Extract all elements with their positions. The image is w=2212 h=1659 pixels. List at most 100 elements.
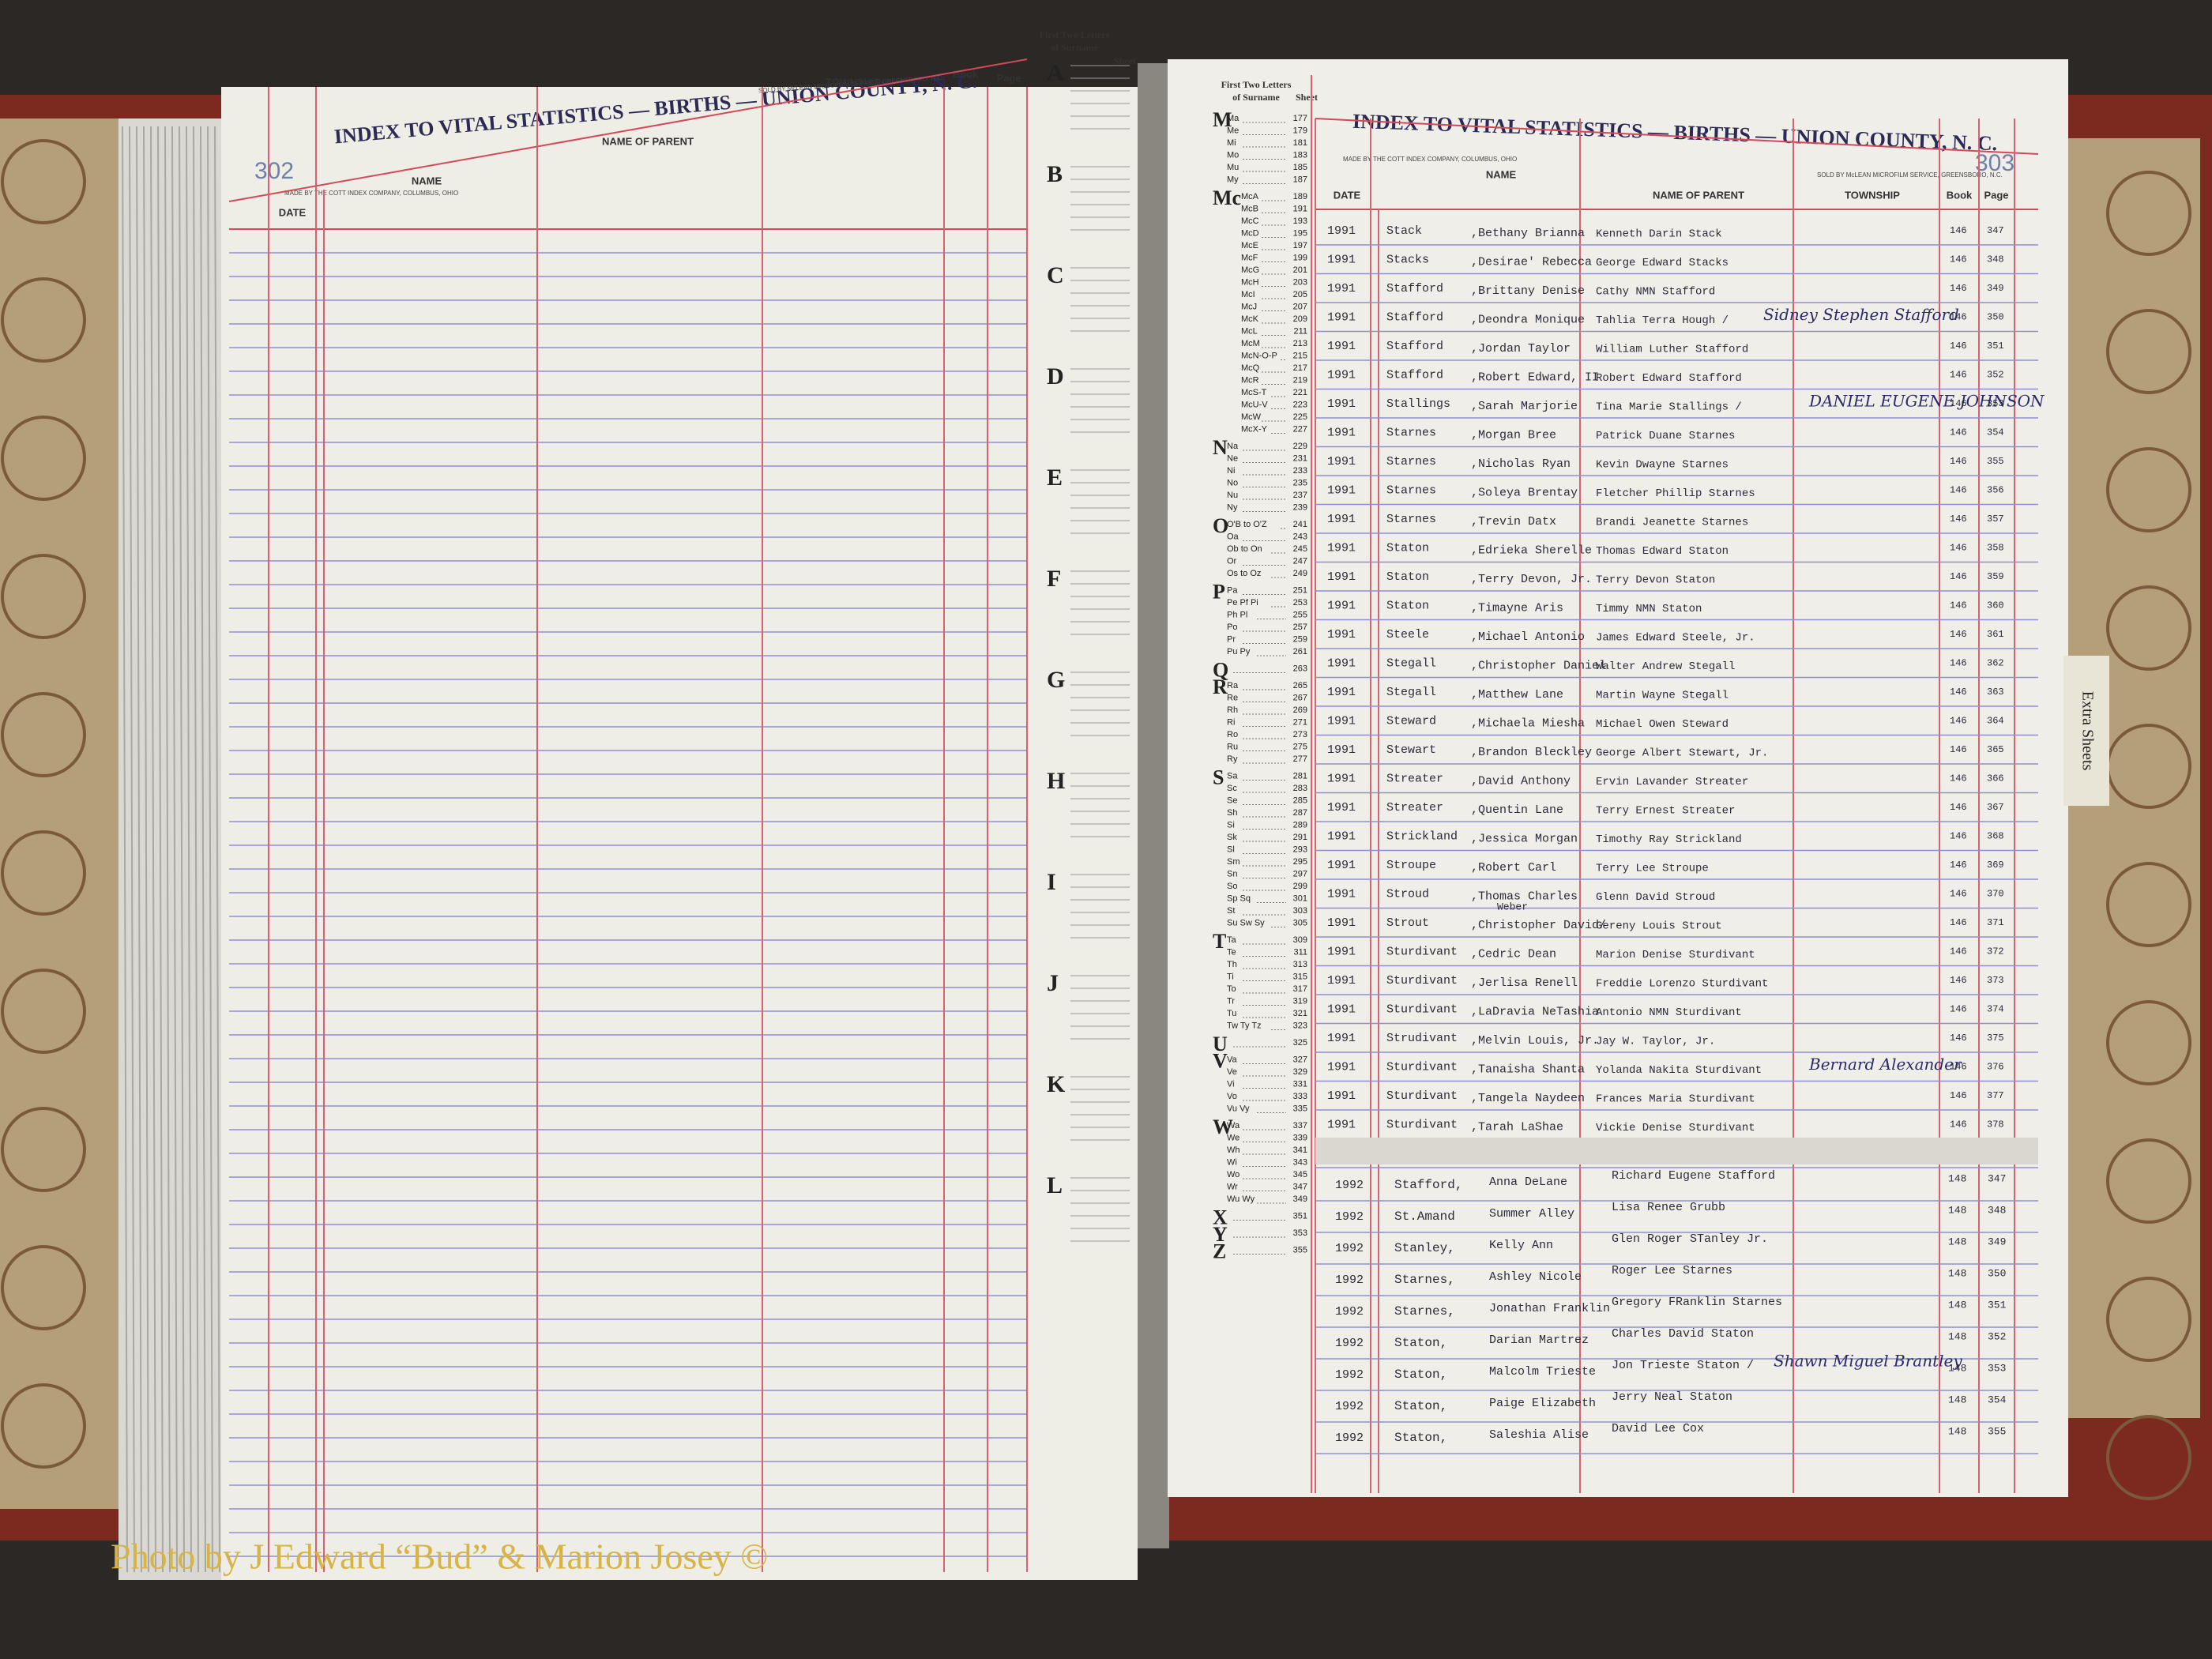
index-sheet: 355 bbox=[1293, 1245, 1307, 1255]
index-code: Os to Oz bbox=[1227, 569, 1261, 578]
index-code: Sa bbox=[1227, 771, 1238, 781]
surname: Strout bbox=[1386, 916, 1429, 930]
given-name: ,Michaela Miesha bbox=[1471, 717, 1585, 730]
page-edge bbox=[143, 126, 149, 1573]
index-sheet: 281 bbox=[1293, 771, 1307, 781]
parent: James Edward Steele, Jr. bbox=[1596, 632, 1755, 645]
index-sheet: 349 bbox=[1293, 1194, 1307, 1204]
given-name: ,Desirae' Rebecca bbox=[1471, 255, 1592, 269]
parent: Vickie Denise Sturdivant bbox=[1596, 1122, 1755, 1134]
year: 1992 bbox=[1335, 1305, 1364, 1319]
stamp bbox=[1, 1245, 86, 1330]
given-name: Summer Alley bbox=[1489, 1207, 1574, 1221]
index-code: Ru bbox=[1227, 742, 1238, 751]
index-code: Na bbox=[1227, 442, 1239, 451]
index-letter: P bbox=[1213, 580, 1225, 603]
index-code: Pe Pf Pi bbox=[1227, 598, 1258, 608]
page: 359 bbox=[1987, 571, 2004, 582]
book: 148 bbox=[1948, 1299, 1966, 1311]
index-code: McX-Y bbox=[1241, 424, 1268, 434]
parent: Fletcher Phillip Starnes bbox=[1596, 487, 1755, 500]
index-code: McK bbox=[1241, 314, 1259, 324]
given-name: ,Nicholas Ryan bbox=[1471, 457, 1571, 471]
page: 363 bbox=[1987, 687, 2004, 698]
year: 1991 bbox=[1327, 945, 1356, 958]
index-code: Sc bbox=[1227, 784, 1237, 793]
given-name: ,Matthew Lane bbox=[1471, 688, 1563, 702]
index-sheet: 259 bbox=[1293, 634, 1307, 644]
index-sheet: 191 bbox=[1293, 204, 1307, 213]
surname: Starnes bbox=[1386, 513, 1436, 526]
page: 361 bbox=[1987, 629, 2004, 640]
book: 146 bbox=[1950, 687, 1967, 698]
index-code: McN-O-P bbox=[1241, 351, 1277, 360]
surname: Steward bbox=[1386, 714, 1436, 728]
index-code: Oa bbox=[1227, 532, 1240, 541]
given-name: Saleshia Alise bbox=[1489, 1428, 1589, 1442]
page: 356 bbox=[1987, 485, 2004, 496]
index-sheet: 347 bbox=[1293, 1182, 1307, 1191]
index-letter: K bbox=[1047, 1071, 1066, 1097]
page: 347 bbox=[1988, 1172, 2006, 1184]
surname: Stafford bbox=[1386, 310, 1443, 324]
year: 1991 bbox=[1327, 426, 1356, 439]
surname: Strudivant bbox=[1386, 1032, 1458, 1045]
index-sheet: 243 bbox=[1293, 532, 1307, 541]
index-sheet: 341 bbox=[1293, 1146, 1307, 1155]
index-sheet: 263 bbox=[1293, 664, 1307, 673]
index-sheet: 245 bbox=[1293, 544, 1307, 554]
index-letter: L bbox=[1047, 1172, 1063, 1198]
handwritten-note: Shawn Miguel Brantley bbox=[1774, 1352, 1962, 1371]
book: 146 bbox=[1950, 889, 1967, 900]
year: 1991 bbox=[1327, 772, 1356, 785]
rule bbox=[228, 58, 1028, 202]
stamp bbox=[1, 1383, 86, 1469]
page-edge bbox=[207, 126, 213, 1573]
handwritten-note: Bernard Alexander bbox=[1808, 1055, 1962, 1074]
page: 371 bbox=[1987, 917, 2004, 928]
index-sheet: 337 bbox=[1293, 1121, 1307, 1130]
index-code: Ro bbox=[1227, 730, 1238, 739]
index-sheet: 301 bbox=[1293, 893, 1307, 903]
index-sheet: 213 bbox=[1293, 339, 1307, 348]
parent: Charles David Staton bbox=[1612, 1327, 1754, 1341]
book: 148 bbox=[1948, 1172, 1966, 1184]
page: 374 bbox=[1987, 1004, 2004, 1015]
index-sheet: 339 bbox=[1293, 1133, 1307, 1142]
index-code: Wi bbox=[1227, 1157, 1237, 1167]
book: 146 bbox=[1950, 1033, 1967, 1044]
given-name: ,Tanaisha Shanta bbox=[1471, 1063, 1585, 1076]
index-letter: U bbox=[1213, 1033, 1228, 1055]
index-code: McR bbox=[1241, 375, 1259, 385]
given-name: ,Soleya Brentay bbox=[1471, 486, 1578, 499]
page: 360 bbox=[1987, 600, 2004, 611]
page-edge bbox=[214, 126, 220, 1573]
surname: Sturdivant bbox=[1386, 945, 1458, 958]
page-edge bbox=[157, 126, 164, 1573]
given-name: ,David Anthony bbox=[1471, 774, 1571, 788]
index-code: Pr bbox=[1227, 634, 1236, 644]
book: 146 bbox=[1950, 1090, 1967, 1101]
index-code: Me bbox=[1227, 126, 1239, 135]
index-sheet: 291 bbox=[1293, 833, 1307, 842]
parent: Gregory FRanklin Starnes bbox=[1612, 1296, 1782, 1309]
surname: Starnes bbox=[1386, 426, 1436, 439]
page: 373 bbox=[1987, 975, 2004, 986]
year: 1991 bbox=[1327, 310, 1356, 324]
year: 1991 bbox=[1327, 656, 1356, 670]
year: 1992 bbox=[1335, 1210, 1364, 1224]
index-sheet: 201 bbox=[1293, 265, 1307, 275]
page-edge bbox=[186, 126, 192, 1573]
index-sheet: 221 bbox=[1293, 388, 1307, 397]
surname: Stack bbox=[1386, 224, 1422, 238]
index-letter: M bbox=[1213, 108, 1232, 131]
index-sheet: 239 bbox=[1293, 502, 1307, 512]
year: 1991 bbox=[1327, 1089, 1356, 1103]
parent: Michael Owen Steward bbox=[1596, 718, 1729, 731]
index-sheet: 313 bbox=[1293, 960, 1307, 969]
index-code: Ra bbox=[1227, 681, 1239, 690]
book: 146 bbox=[1950, 744, 1967, 755]
page: 372 bbox=[1987, 946, 2004, 957]
parent: Jon Trieste Staton / bbox=[1612, 1359, 1754, 1372]
parent: Timothy Ray Strickland bbox=[1596, 833, 1742, 846]
